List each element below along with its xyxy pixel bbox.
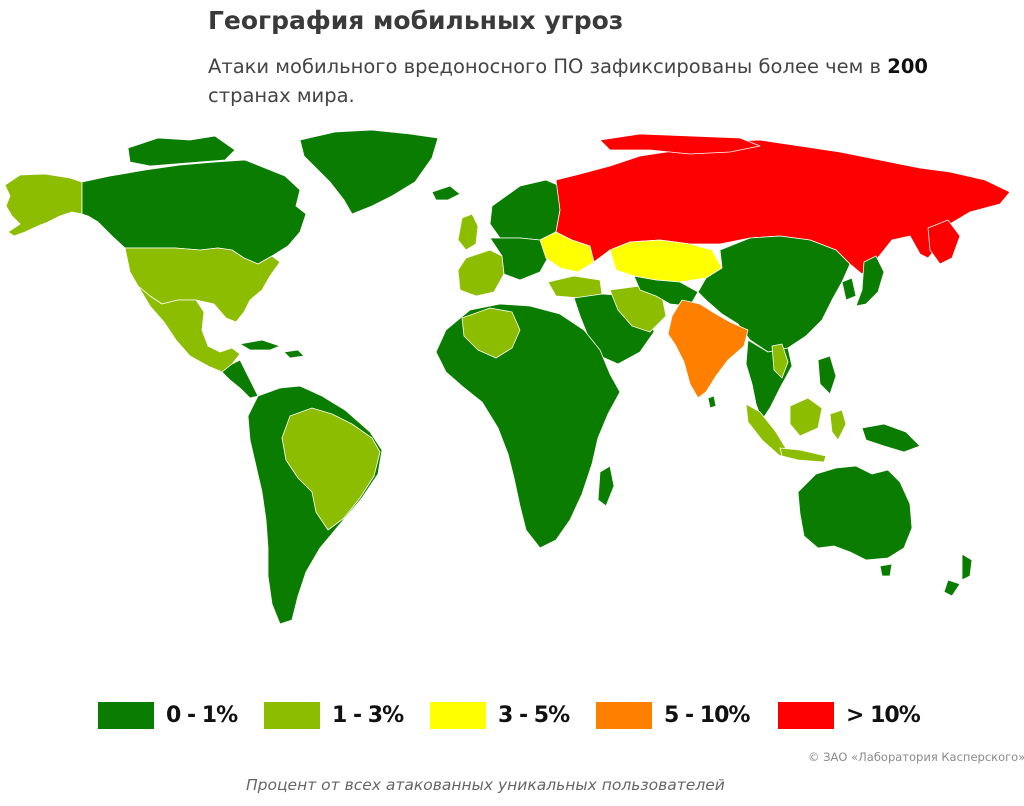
legend-swatch <box>778 702 834 729</box>
region-iceland <box>431 185 461 201</box>
region-new-zealand <box>943 553 973 597</box>
region-philippines <box>817 355 837 395</box>
legend-label: 5 - 10% <box>664 703 750 728</box>
region-china <box>697 235 851 353</box>
region-uk <box>457 213 479 251</box>
region-europe-west <box>489 179 561 241</box>
subtitle: Атаки мобильного вредоносного ПО зафикси… <box>208 52 998 110</box>
region-india <box>667 299 749 399</box>
legend-label: 0 - 1% <box>166 703 238 728</box>
region-central-america <box>221 359 259 399</box>
world-map <box>0 120 1024 640</box>
legend-label: 3 - 5% <box>498 703 570 728</box>
region-mexico <box>137 285 241 373</box>
region-papua <box>861 423 921 453</box>
region-cuba <box>239 339 281 351</box>
region-madagascar <box>597 465 615 507</box>
region-java <box>779 447 827 463</box>
region-kamchatka <box>927 219 961 265</box>
region-greenland <box>299 129 439 215</box>
region-alaska <box>4 173 83 237</box>
subtitle-text-after: странах мира. <box>208 84 355 107</box>
map-caption: Процент от всех атакованных уникальных п… <box>246 776 725 794</box>
region-turkey <box>547 275 603 299</box>
region-borneo <box>789 397 823 437</box>
region-central-europe <box>489 237 551 281</box>
legend-swatch <box>430 702 486 729</box>
legend-swatch <box>596 702 652 729</box>
region-hispaniola <box>283 349 305 359</box>
copyright-notice: © ЗАО «Лаборатория Касперского» <box>808 750 1024 764</box>
region-canada <box>81 159 307 265</box>
region-sulawesi <box>829 409 847 441</box>
region-vietnam <box>771 343 789 379</box>
region-africa <box>435 303 621 549</box>
region-brazil <box>281 407 381 531</box>
region-france-iberia <box>457 249 505 297</box>
region-australia <box>797 465 913 561</box>
region-kazakhstan <box>609 239 723 283</box>
legend-swatch <box>264 702 320 729</box>
legend-label: 1 - 3% <box>332 703 404 728</box>
region-algeria <box>461 307 521 359</box>
region-arctic-islands <box>127 135 236 167</box>
region-sri-lanka <box>707 395 717 409</box>
page-title: География мобильных угроз <box>208 6 624 35</box>
subtitle-text-before: Атаки мобильного вредоносного ПО зафикси… <box>208 55 888 78</box>
region-japan <box>855 255 885 307</box>
region-korea <box>841 277 857 301</box>
region-tasmania <box>879 563 893 577</box>
region-russia-arctic <box>599 133 761 155</box>
country-count: 200 <box>887 55 928 78</box>
legend-label: > 10% <box>846 703 921 728</box>
legend-swatch <box>98 702 154 729</box>
